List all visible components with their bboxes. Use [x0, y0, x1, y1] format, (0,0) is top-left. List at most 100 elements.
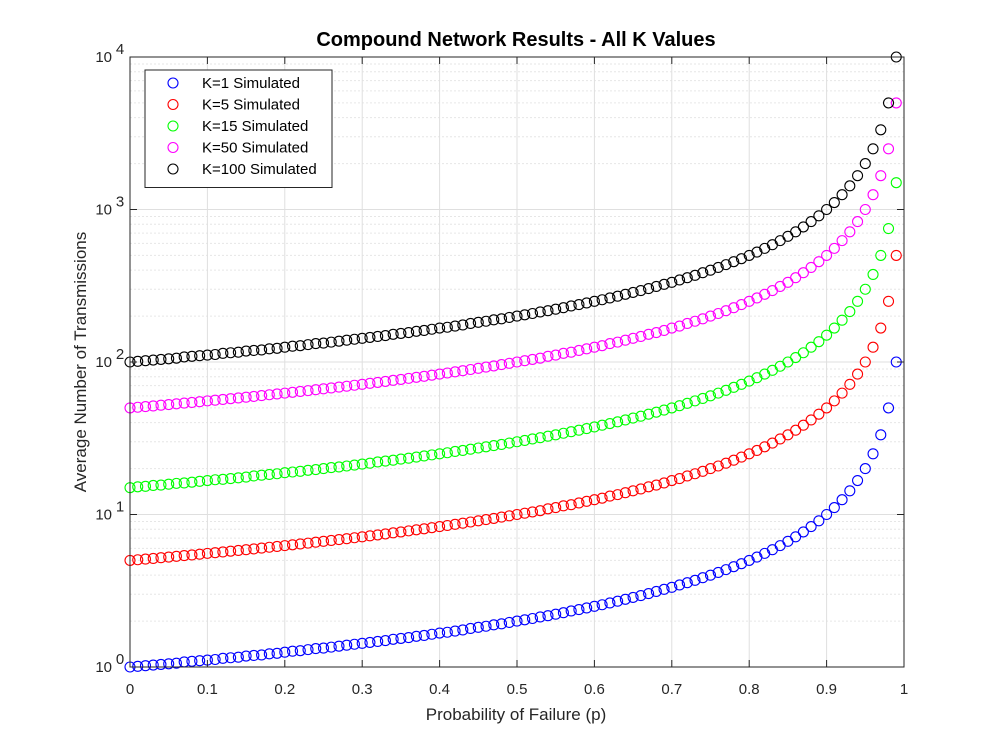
data-point [472, 621, 484, 633]
data-point [194, 655, 206, 667]
data-point [434, 627, 446, 639]
data-point [286, 386, 299, 398]
data-point [565, 426, 577, 438]
data-point [681, 397, 693, 409]
data-point [209, 474, 221, 486]
data-point [426, 369, 438, 381]
data-point [743, 295, 755, 307]
data-point [557, 347, 569, 359]
data-point [379, 455, 391, 467]
data-point [286, 645, 299, 657]
data-point [673, 579, 686, 591]
data-point [704, 463, 717, 475]
data-point [534, 611, 546, 623]
data-point [534, 432, 546, 444]
data-point [488, 440, 500, 452]
data-point [302, 339, 314, 351]
data-point [743, 375, 755, 387]
data-point [186, 396, 198, 408]
data-point [333, 640, 345, 652]
data-point [666, 276, 678, 288]
data-point [813, 256, 825, 268]
data-point [844, 378, 856, 390]
data-point [263, 541, 275, 553]
data-point [170, 477, 182, 489]
data-point [875, 249, 887, 261]
data-point [612, 290, 624, 302]
data-point [797, 347, 809, 359]
data-point [882, 97, 895, 109]
data-point [341, 533, 353, 545]
data-point [472, 515, 484, 527]
data-point [488, 619, 500, 631]
data-point [596, 294, 608, 306]
data-point [712, 307, 724, 320]
data-point [441, 626, 453, 638]
data-point [495, 438, 508, 450]
data-point [256, 344, 268, 356]
data-point [256, 542, 268, 554]
data-point [480, 620, 492, 632]
data-point [434, 448, 446, 460]
data-point [867, 268, 879, 281]
data-point [449, 445, 461, 458]
data-point [395, 327, 407, 339]
data-point [805, 414, 817, 426]
data-point [689, 315, 701, 327]
data-point [720, 564, 732, 576]
data-point [457, 319, 469, 331]
data-point [813, 408, 825, 420]
data-point [132, 481, 144, 493]
data-point [426, 323, 438, 335]
series-1 [124, 356, 902, 673]
data-point [348, 638, 361, 650]
data-point [170, 657, 182, 669]
series-5 [124, 51, 902, 368]
data-point [209, 394, 221, 406]
data-point [681, 272, 693, 284]
data-point [209, 348, 221, 361]
data-point [248, 470, 260, 482]
data-point [395, 632, 407, 644]
data-point [271, 342, 283, 354]
data-point [836, 387, 848, 399]
data-point [286, 340, 299, 352]
data-point [635, 330, 647, 343]
data-point [821, 329, 833, 341]
data-point [743, 249, 755, 261]
data-point [170, 352, 182, 364]
data-point [333, 335, 345, 347]
data-point [217, 393, 229, 406]
data-point [418, 523, 430, 535]
x-tick-label: 0.6 [584, 681, 605, 698]
data-point [519, 309, 531, 321]
data-point [495, 359, 508, 371]
data-point [434, 368, 446, 380]
data-point [542, 610, 554, 622]
data-point [643, 588, 655, 600]
data-point [317, 535, 330, 547]
data-point [132, 401, 144, 413]
data-point [372, 635, 384, 648]
data-point [542, 305, 554, 317]
data-point [449, 320, 461, 332]
data-point [263, 343, 275, 355]
data-point [565, 499, 577, 511]
data-point [697, 392, 709, 404]
data-point [310, 536, 322, 548]
legend-marker [167, 77, 179, 89]
data-point [325, 641, 337, 653]
data-point [256, 390, 268, 402]
data-point [170, 398, 182, 410]
data-point [526, 353, 539, 365]
data-point [735, 299, 748, 311]
data-point [465, 317, 477, 329]
data-point [797, 419, 809, 431]
data-point [836, 189, 848, 201]
data-point [821, 249, 833, 261]
series-4 [124, 97, 902, 414]
data-point [511, 356, 523, 368]
data-point [790, 226, 802, 238]
data-point [317, 383, 330, 395]
